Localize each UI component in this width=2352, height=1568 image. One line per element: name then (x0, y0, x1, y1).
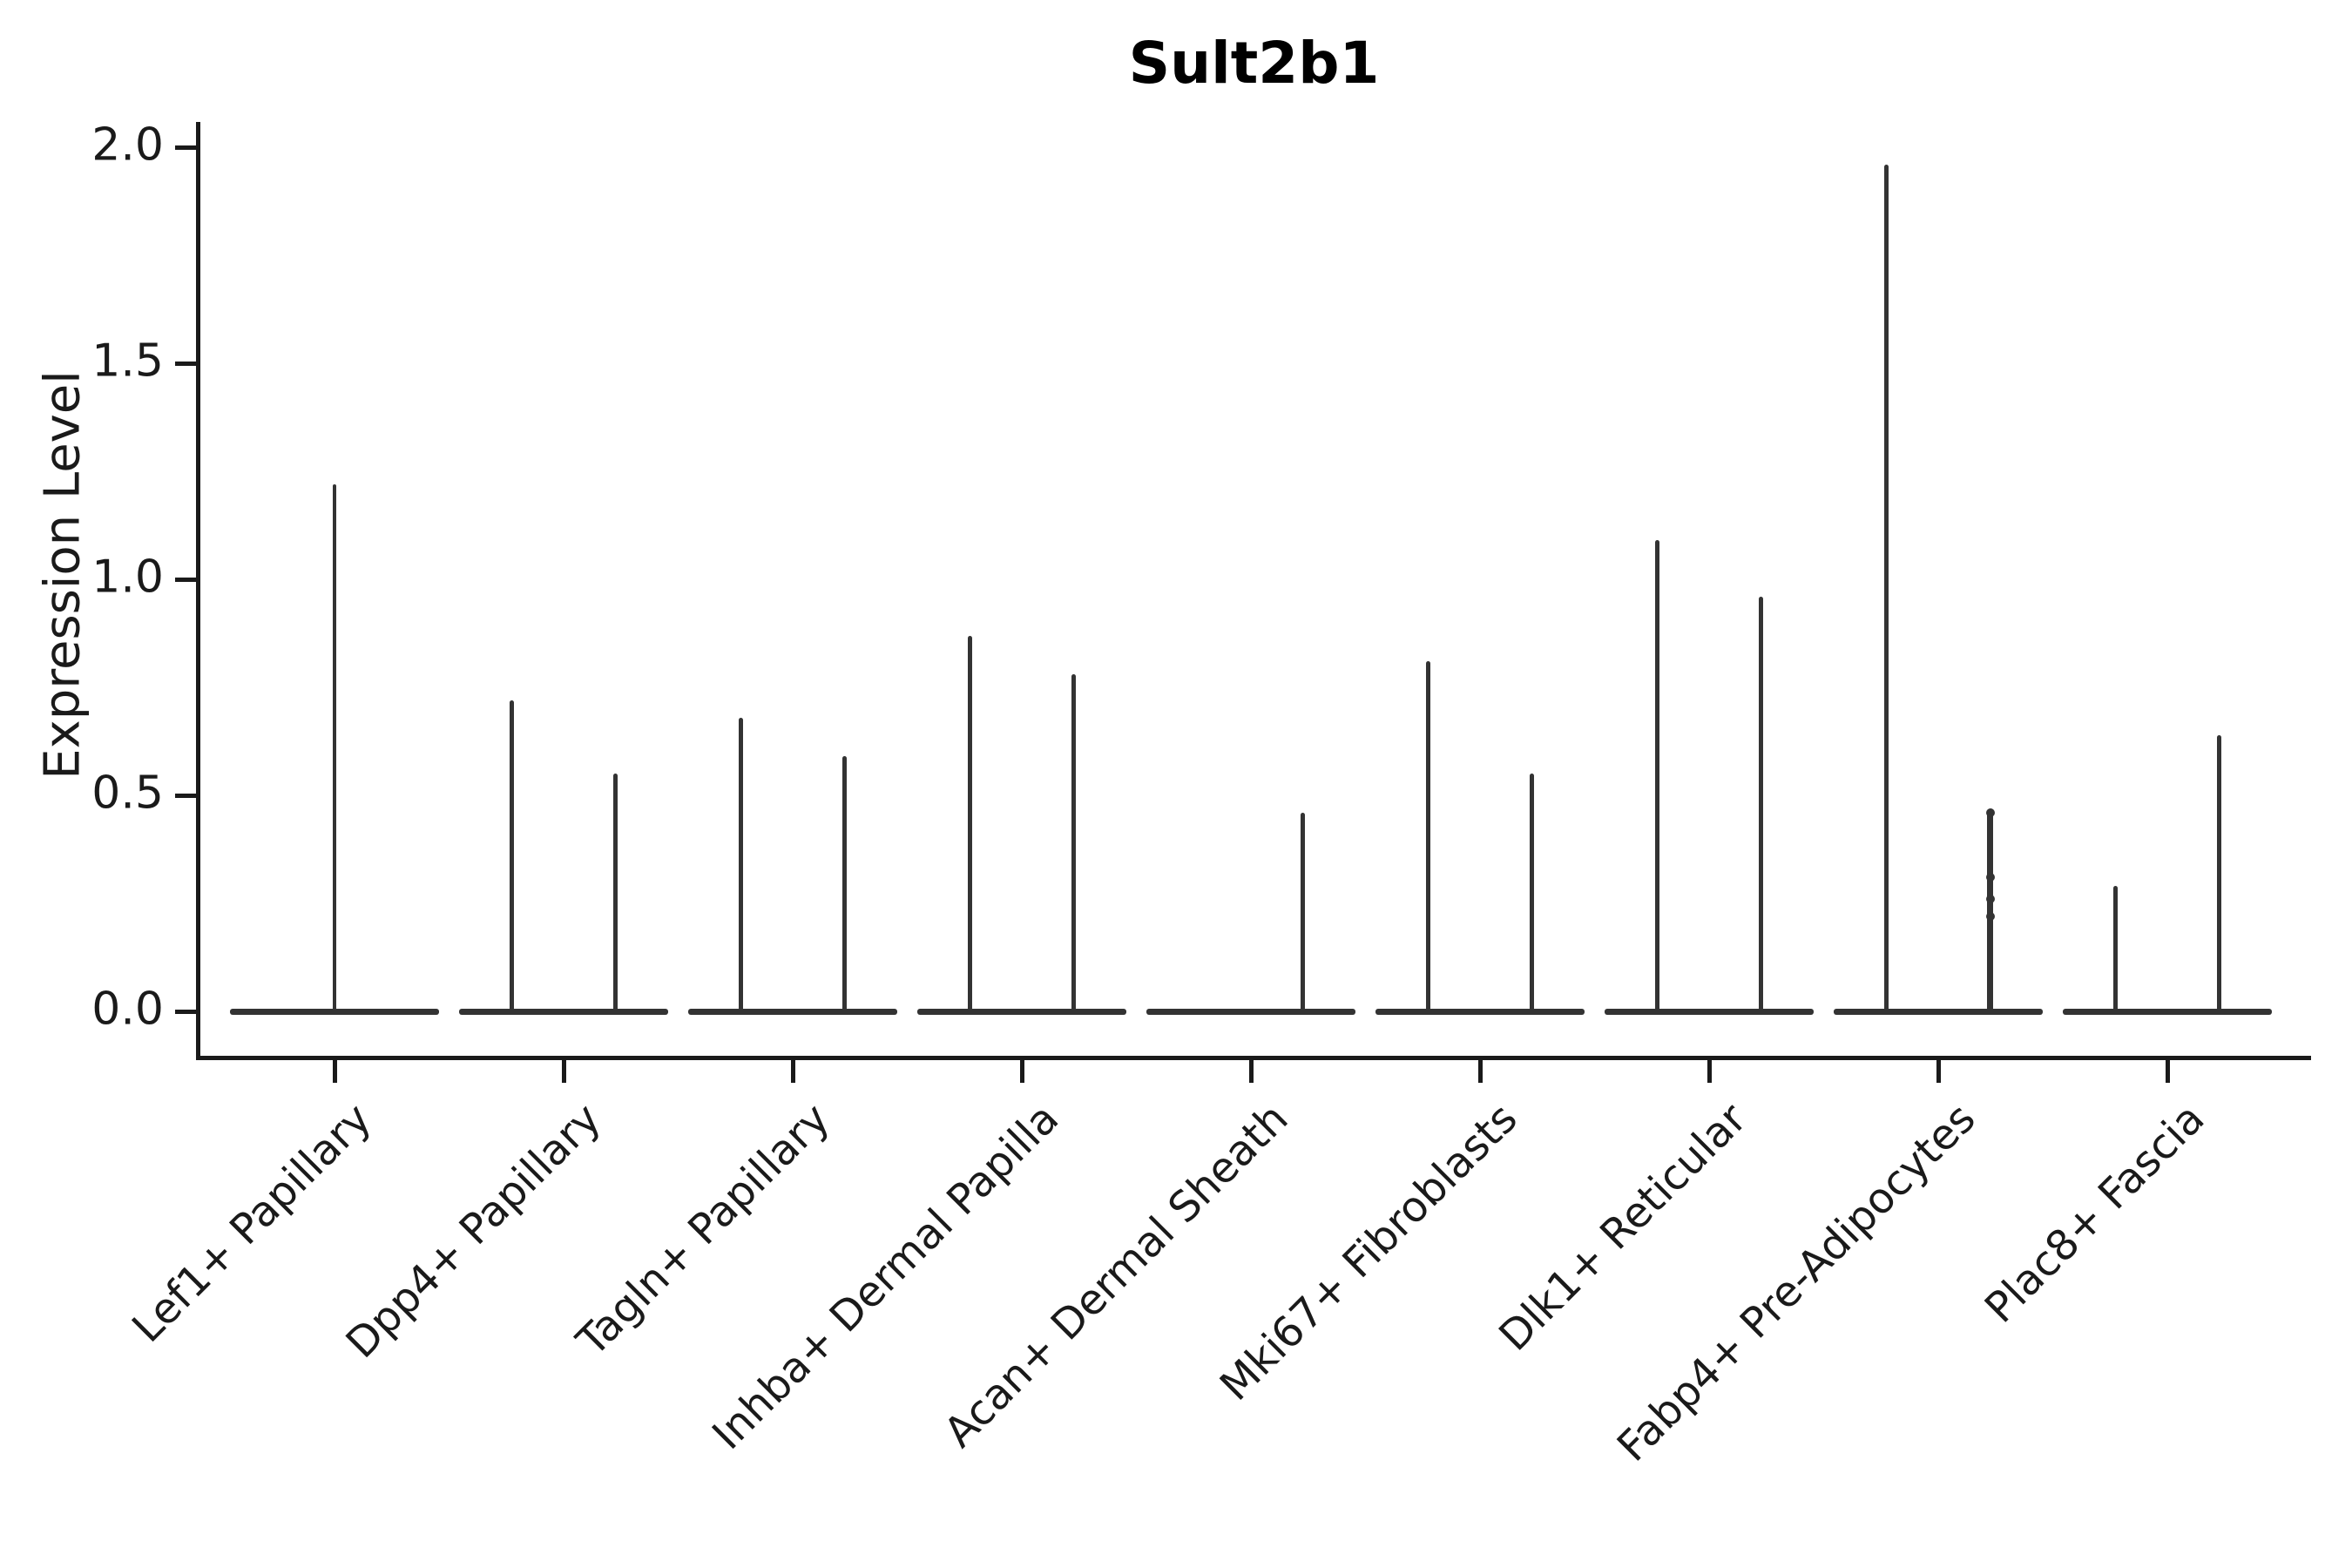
y-tick-mark (175, 145, 196, 150)
x-tick-mark (2165, 1059, 2170, 1083)
violin-spike (2217, 734, 2221, 1014)
x-tick-label: Tagln+ Papillary (567, 1094, 840, 1366)
y-tick-mark (175, 793, 196, 798)
y-tick-mark (175, 1009, 196, 1014)
violin-spike (1071, 674, 1076, 1014)
x-tick-label: Dlk1+ Reticular (1489, 1094, 1756, 1361)
x-tick-label: Lef1+ Papillary (123, 1094, 382, 1352)
violin-spike (968, 635, 972, 1014)
y-tick-label: 1.5 (91, 335, 164, 388)
violin-baseline (459, 1008, 668, 1015)
y-tick-label: 0.0 (91, 983, 164, 1036)
x-tick-mark (1019, 1059, 1024, 1083)
y-tick-label: 2.0 (91, 118, 164, 172)
expression-point (1985, 808, 1995, 817)
x-tick-mark (561, 1059, 566, 1083)
violin-baseline (1834, 1008, 2043, 1015)
violin-baseline (1375, 1008, 1585, 1015)
violin-spike (842, 756, 847, 1014)
y-tick-label: 1.0 (91, 551, 164, 604)
violin-spike (1655, 540, 1659, 1014)
y-tick-label: 0.5 (91, 767, 164, 820)
y-tick-mark (175, 577, 196, 582)
x-tick-mark (1248, 1059, 1254, 1083)
violin-spike (2113, 886, 2118, 1014)
x-axis-spine (196, 1056, 2311, 1060)
violin-spike (1301, 812, 1305, 1014)
violin-baseline (1146, 1008, 1355, 1015)
violin-spike (1426, 661, 1430, 1014)
violin-spike (510, 700, 514, 1014)
expression-point (1985, 895, 1995, 903)
x-tick-mark (1936, 1059, 1941, 1083)
chart-title: Sult2b1 (1128, 30, 1380, 97)
x-tick-mark (1707, 1059, 1712, 1083)
expression-point (1985, 911, 1995, 921)
violin-baseline (2063, 1008, 2272, 1015)
x-tick-mark (332, 1059, 337, 1083)
x-tick-label: Plac8+ Fascia (1976, 1094, 2214, 1333)
violin-spike (613, 774, 618, 1014)
violin-spike (739, 717, 743, 1014)
violin-baseline (688, 1008, 897, 1015)
x-tick-mark (1477, 1059, 1483, 1083)
expression-point (1985, 873, 1995, 882)
violin-baseline (917, 1008, 1126, 1015)
violin-spike (332, 483, 337, 1014)
x-tick-mark (790, 1059, 795, 1083)
y-axis-spine (196, 122, 200, 1060)
x-tick-label: Dpp4+ Papillary (336, 1094, 611, 1369)
violin-baseline (1605, 1008, 1814, 1015)
violin-spike (1759, 596, 1763, 1014)
violin-spike (1530, 774, 1534, 1014)
violin-spike (1884, 164, 1889, 1014)
y-tick-mark (175, 361, 196, 366)
